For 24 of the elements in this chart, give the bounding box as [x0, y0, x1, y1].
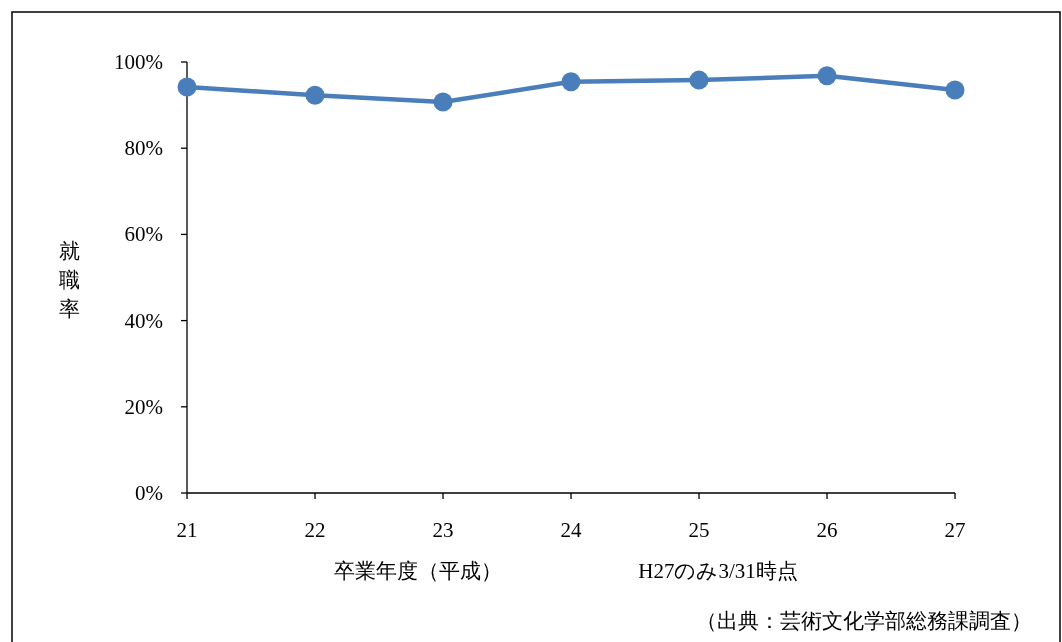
y-axis-title: 就職率 [58, 239, 80, 321]
point [305, 85, 325, 105]
point [561, 72, 581, 92]
y-tick-label: 0% [135, 481, 163, 505]
point [177, 77, 197, 97]
point [817, 66, 837, 86]
y-tick-label: 80% [124, 136, 163, 161]
x-tick-label: 27 [944, 518, 966, 542]
x-tick-label: 22 [304, 518, 326, 542]
x-tick-label: 23 [432, 518, 454, 542]
x-axis-title: 卒業年度（平成） [334, 559, 502, 583]
point [689, 70, 709, 90]
text: H27のみ3/31時点 [638, 559, 798, 583]
x-tick-label: 25 [688, 518, 710, 542]
y-tick-label: 40% [124, 308, 163, 333]
text: （出典：芸術文化学部総務課調査） [696, 609, 1032, 633]
x-tick-label: 21 [176, 518, 198, 542]
x-tick-label: 26 [816, 518, 838, 542]
x-tick-label: 24 [560, 518, 582, 542]
y-tick-label: 20% [124, 394, 163, 419]
point [433, 92, 453, 112]
y-tick-label: 100% [114, 50, 163, 74]
y-tick-label: 60% [124, 222, 163, 247]
point [945, 80, 965, 100]
